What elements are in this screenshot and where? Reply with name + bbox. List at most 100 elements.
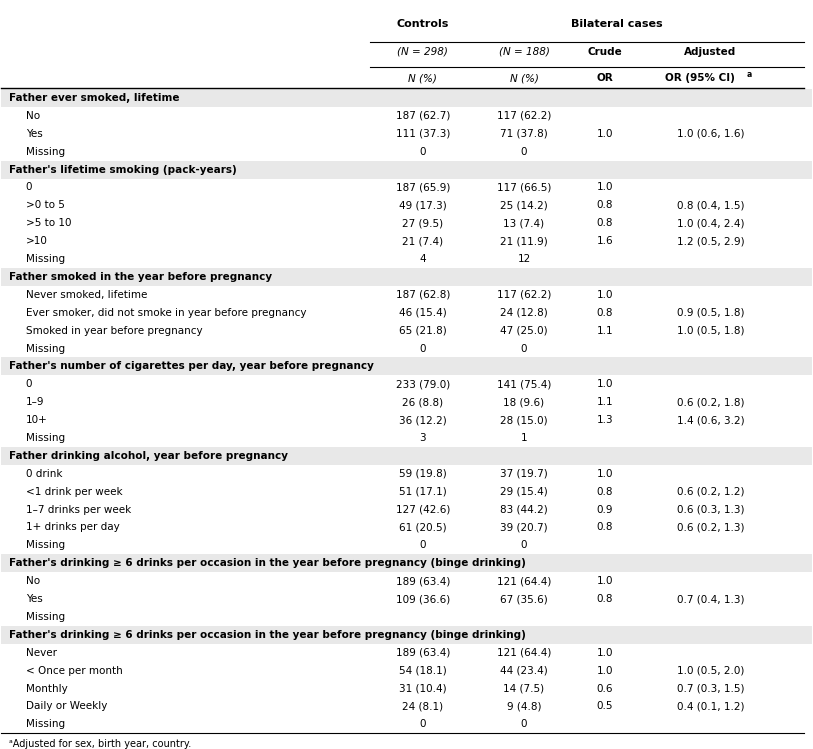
Text: 0.8: 0.8 xyxy=(597,218,613,228)
Text: Smoked in year before pregnancy: Smoked in year before pregnancy xyxy=(26,326,202,336)
Text: 109 (36.6): 109 (36.6) xyxy=(396,594,450,604)
Text: 18 (9.6): 18 (9.6) xyxy=(503,397,545,407)
Text: Missing: Missing xyxy=(26,147,65,157)
Text: 0: 0 xyxy=(521,344,528,354)
Text: 1.1: 1.1 xyxy=(597,326,613,336)
Text: 0.6: 0.6 xyxy=(597,684,613,694)
Text: OR: OR xyxy=(597,73,613,83)
Text: 0: 0 xyxy=(521,540,528,551)
Text: Father's drinking ≥ 6 drinks per occasion in the year before pregnancy (binge dr: Father's drinking ≥ 6 drinks per occasio… xyxy=(10,558,526,568)
Text: 0: 0 xyxy=(521,147,528,157)
Text: 1.4 (0.6, 3.2): 1.4 (0.6, 3.2) xyxy=(676,415,744,425)
Text: Yes: Yes xyxy=(26,594,42,604)
Text: Monthly: Monthly xyxy=(26,684,67,694)
Text: ᵃAdjusted for sex, birth year, country.: ᵃAdjusted for sex, birth year, country. xyxy=(10,739,192,749)
Text: Father drinking alcohol, year before pregnancy: Father drinking alcohol, year before pre… xyxy=(10,451,289,461)
Text: Controls: Controls xyxy=(397,19,449,29)
Text: 4: 4 xyxy=(420,254,426,264)
Text: 0.9 (0.5, 1.8): 0.9 (0.5, 1.8) xyxy=(676,308,744,318)
Text: Father's drinking ≥ 6 drinks per occasion in the year before pregnancy (binge dr: Father's drinking ≥ 6 drinks per occasio… xyxy=(10,630,526,640)
Text: 117 (62.2): 117 (62.2) xyxy=(497,290,551,300)
Text: 187 (62.8): 187 (62.8) xyxy=(395,290,450,300)
Text: N (%): N (%) xyxy=(510,73,538,83)
Text: Father smoked in the year before pregnancy: Father smoked in the year before pregnan… xyxy=(10,272,272,282)
Text: 1+ drinks per day: 1+ drinks per day xyxy=(26,523,120,533)
Bar xyxy=(2,268,811,286)
Text: 71 (37.8): 71 (37.8) xyxy=(500,129,548,139)
Text: 1.0 (0.5, 1.8): 1.0 (0.5, 1.8) xyxy=(676,326,744,336)
Bar xyxy=(2,89,811,107)
Text: 1.0: 1.0 xyxy=(597,379,613,389)
Text: 25 (14.2): 25 (14.2) xyxy=(500,201,548,210)
Text: >10: >10 xyxy=(26,236,48,246)
Text: 0.7 (0.4, 1.3): 0.7 (0.4, 1.3) xyxy=(676,594,744,604)
Bar xyxy=(2,626,811,644)
Text: 117 (62.2): 117 (62.2) xyxy=(497,111,551,121)
Text: 1.0: 1.0 xyxy=(597,666,613,676)
Text: Never smoked, lifetime: Never smoked, lifetime xyxy=(26,290,147,300)
Text: 21 (7.4): 21 (7.4) xyxy=(402,236,443,246)
Text: 1.0: 1.0 xyxy=(597,129,613,139)
Text: 121 (64.4): 121 (64.4) xyxy=(497,648,551,658)
Text: 0.8: 0.8 xyxy=(597,487,613,497)
Text: 0.8: 0.8 xyxy=(597,308,613,318)
Text: a: a xyxy=(746,70,752,79)
Bar xyxy=(2,160,811,178)
Text: 1.0: 1.0 xyxy=(597,183,613,192)
Text: 46 (15.4): 46 (15.4) xyxy=(399,308,446,318)
Text: 1.3: 1.3 xyxy=(597,415,613,425)
Text: 31 (10.4): 31 (10.4) xyxy=(399,684,446,694)
Text: 233 (79.0): 233 (79.0) xyxy=(396,379,450,389)
Text: Yes: Yes xyxy=(26,129,42,139)
Text: Missing: Missing xyxy=(26,254,65,264)
Text: Father's number of cigarettes per day, year before pregnancy: Father's number of cigarettes per day, y… xyxy=(10,362,374,372)
Text: 0.8 (0.4, 1.5): 0.8 (0.4, 1.5) xyxy=(676,201,744,210)
Text: Crude: Crude xyxy=(588,47,623,57)
Text: Missing: Missing xyxy=(26,719,65,730)
Text: OR (95% CI): OR (95% CI) xyxy=(665,73,735,83)
Text: Never: Never xyxy=(26,648,57,658)
Text: 0.6 (0.2, 1.2): 0.6 (0.2, 1.2) xyxy=(676,487,744,497)
Text: 0.4 (0.1, 1.2): 0.4 (0.1, 1.2) xyxy=(676,702,744,712)
Text: 1.0 (0.5, 2.0): 1.0 (0.5, 2.0) xyxy=(676,666,744,676)
Text: 0: 0 xyxy=(420,540,426,551)
Text: 49 (17.3): 49 (17.3) xyxy=(399,201,446,210)
Text: 1.1: 1.1 xyxy=(597,397,613,407)
Text: No: No xyxy=(26,576,40,586)
Text: Daily or Weekly: Daily or Weekly xyxy=(26,702,107,712)
Text: 83 (44.2): 83 (44.2) xyxy=(500,505,548,515)
Text: 27 (9.5): 27 (9.5) xyxy=(402,218,443,228)
Text: 59 (19.8): 59 (19.8) xyxy=(399,469,446,479)
Bar xyxy=(2,357,811,375)
Text: 24 (12.8): 24 (12.8) xyxy=(500,308,548,318)
Text: 67 (35.6): 67 (35.6) xyxy=(500,594,548,604)
Bar xyxy=(2,554,811,572)
Text: 36 (12.2): 36 (12.2) xyxy=(399,415,446,425)
Text: 14 (7.5): 14 (7.5) xyxy=(503,684,545,694)
Text: (N = 188): (N = 188) xyxy=(498,47,550,57)
Text: 111 (37.3): 111 (37.3) xyxy=(395,129,450,139)
Text: 0.9: 0.9 xyxy=(597,505,613,515)
Text: 21 (11.9): 21 (11.9) xyxy=(500,236,548,246)
Text: 10+: 10+ xyxy=(26,415,47,425)
Text: 187 (62.7): 187 (62.7) xyxy=(395,111,450,121)
Text: Bilateral cases: Bilateral cases xyxy=(572,19,663,29)
Text: 0.8: 0.8 xyxy=(597,201,613,210)
Text: 187 (65.9): 187 (65.9) xyxy=(395,183,450,192)
Text: 9 (4.8): 9 (4.8) xyxy=(506,702,541,712)
Text: 0.7 (0.3, 1.5): 0.7 (0.3, 1.5) xyxy=(676,684,744,694)
Text: 1.6: 1.6 xyxy=(597,236,613,246)
Text: Father's lifetime smoking (pack-years): Father's lifetime smoking (pack-years) xyxy=(10,165,237,175)
Text: Ever smoker, did not smoke in year before pregnancy: Ever smoker, did not smoke in year befor… xyxy=(26,308,307,318)
Text: 1–7 drinks per week: 1–7 drinks per week xyxy=(26,505,131,515)
Text: 51 (17.1): 51 (17.1) xyxy=(399,487,446,497)
Text: 0.8: 0.8 xyxy=(597,523,613,533)
Text: Adjusted: Adjusted xyxy=(685,47,737,57)
Text: 61 (20.5): 61 (20.5) xyxy=(399,523,446,533)
Text: 37 (19.7): 37 (19.7) xyxy=(500,469,548,479)
Text: >0 to 5: >0 to 5 xyxy=(26,201,64,210)
Text: 117 (66.5): 117 (66.5) xyxy=(497,183,551,192)
Text: 1: 1 xyxy=(520,433,528,443)
Text: 0: 0 xyxy=(26,379,33,389)
Text: 65 (21.8): 65 (21.8) xyxy=(399,326,446,336)
